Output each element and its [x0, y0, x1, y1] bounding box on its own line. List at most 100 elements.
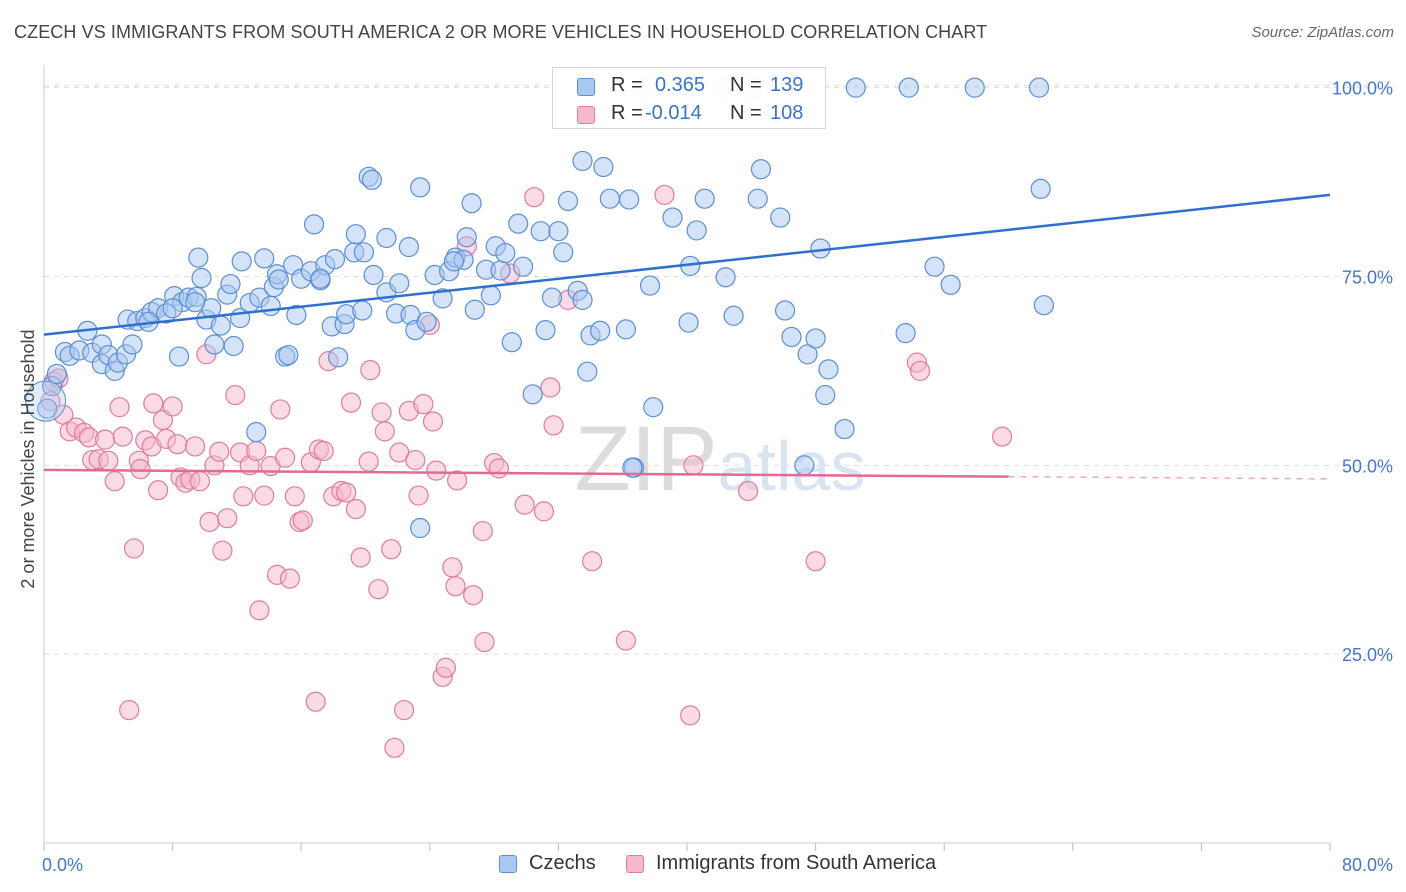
y-tick-labels: 25.0% 50.0% 75.0% 100.0%: [1332, 79, 1393, 666]
immigrants-point: [246, 440, 267, 462]
immigrants-point: [336, 482, 357, 503]
czechs-point: [548, 221, 569, 242]
czechs-point: [898, 77, 919, 98]
czechs-point: [694, 188, 715, 209]
czechs-point: [37, 398, 58, 419]
czechs-point: [815, 384, 836, 406]
immigrants-point: [148, 480, 169, 501]
immigrants-point: [393, 699, 415, 721]
czechs-trend-line: [43, 193, 1331, 336]
y-axis-label: 2 or more Vehicles in Household: [18, 329, 38, 588]
immigrants-point: [292, 510, 313, 531]
stats-legend: R = 0.365 N = 139 R = -0.014 N = 108: [552, 67, 826, 129]
czechs-point: [464, 299, 485, 320]
immigrants-point: [209, 441, 230, 462]
n-value: 139: [770, 74, 804, 96]
immigrants-point: [405, 449, 426, 471]
immigrants-point: [212, 540, 233, 561]
czechs-point: [619, 189, 640, 210]
czechs-point: [622, 457, 643, 478]
czechs-point: [643, 397, 664, 418]
czechs-point: [940, 274, 961, 295]
czechs-point: [747, 188, 768, 209]
immigrants-point: [582, 551, 603, 572]
czechs-point: [204, 334, 225, 355]
czechs-point: [572, 150, 593, 172]
immigrants-point: [305, 691, 326, 712]
r-label: R =: [611, 102, 643, 124]
czechs-point: [678, 312, 699, 333]
immigrants-point: [737, 480, 759, 502]
immigrants-trend-line: [43, 468, 1009, 478]
czechs-point: [512, 256, 534, 277]
immigrants-point: [445, 576, 466, 597]
series-czechs-points: [25, 77, 1054, 539]
czechs-point: [615, 319, 637, 340]
immigrants-point: [435, 657, 456, 678]
czechs-point: [1033, 295, 1054, 316]
czechs-point: [210, 315, 231, 336]
immigrants-point: [374, 421, 395, 442]
immigrants-point: [384, 737, 405, 758]
czechs-point: [231, 251, 252, 272]
immigrants-point: [680, 705, 701, 726]
czechs-point: [794, 455, 815, 476]
immigrants-point: [284, 486, 305, 507]
czechs-point: [662, 207, 683, 228]
immigrants-point: [447, 470, 468, 491]
czechs-point: [845, 77, 866, 98]
czechs-point: [818, 359, 839, 380]
czechs-point: [1028, 77, 1050, 98]
czechs-point: [353, 242, 374, 263]
immigrants-point: [254, 485, 275, 506]
immigrants-point: [217, 508, 238, 529]
czechs-point: [191, 267, 212, 289]
czechs-point: [443, 251, 465, 272]
immigrants-point: [167, 434, 188, 455]
czechs-point: [805, 328, 826, 349]
czechs-point: [715, 267, 736, 288]
czechs-point: [964, 77, 985, 98]
immigrants-point: [98, 450, 119, 471]
czechs-point: [410, 177, 431, 198]
immigrants-point: [540, 377, 561, 398]
czechs-point: [924, 256, 945, 277]
czechs-point: [268, 269, 289, 290]
czechs-point: [535, 320, 556, 341]
immigrants-point: [279, 568, 301, 589]
immigrants-point: [313, 440, 334, 462]
immigrants-point: [104, 471, 125, 492]
czechs-point: [168, 346, 190, 367]
y-tick-label: 50.0%: [1342, 456, 1393, 476]
axes: [43, 65, 1331, 851]
czechs-swatch: [499, 855, 517, 873]
czechs-point: [593, 156, 614, 178]
czechs-point: [310, 268, 331, 289]
y-tick-label: 25.0%: [1342, 645, 1393, 665]
immigrants-point: [123, 538, 145, 559]
immigrants-point: [514, 494, 535, 515]
x-tick-label-max: 80.0%: [1342, 855, 1393, 875]
immigrants-point: [615, 630, 637, 651]
trend-lines: [43, 193, 1331, 480]
czechs-point: [553, 242, 574, 263]
immigrants-point: [488, 458, 510, 479]
immigrants-point: [345, 499, 366, 520]
immigrants-point: [189, 471, 211, 492]
immigrants-point: [371, 402, 392, 423]
czechs-point: [522, 384, 543, 405]
series-legend: Czechs Immigrants from South America: [0, 852, 1406, 878]
immigrants-point: [199, 511, 220, 533]
y-tick-label: 100.0%: [1332, 79, 1393, 99]
grid-lines: [44, 85, 1395, 655]
czechs-point: [774, 300, 796, 321]
czechs-point: [1030, 178, 1051, 199]
czechs-point: [572, 289, 593, 311]
czechs-point: [303, 214, 325, 235]
immigrants-point: [340, 392, 362, 413]
czechs-point: [122, 334, 143, 355]
czechs-point-large: [25, 380, 67, 422]
immigrants-swatch: [577, 106, 595, 124]
immigrants-point: [249, 600, 270, 621]
czechs-point: [260, 295, 281, 317]
